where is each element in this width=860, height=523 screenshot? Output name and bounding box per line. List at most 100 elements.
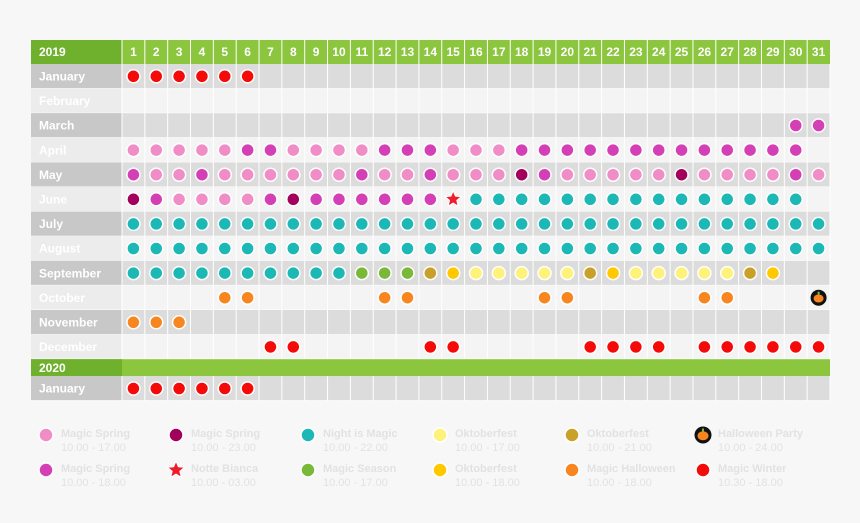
event-dot <box>491 167 507 182</box>
event-dot <box>742 142 758 158</box>
day-number: 30 <box>789 45 803 59</box>
event-dot <box>240 142 255 158</box>
month-label: May <box>39 168 63 182</box>
event-dot <box>491 142 507 158</box>
event-dot <box>240 167 255 182</box>
event-dot <box>308 167 324 182</box>
event-dot <box>628 167 644 182</box>
event-dot <box>697 241 712 256</box>
event-dot <box>240 192 255 207</box>
event-dot <box>377 290 392 305</box>
legend-name: Oktoberfest <box>455 463 517 475</box>
legend-time: 10.00 - 23.00 <box>191 442 256 454</box>
event-dot <box>765 167 781 182</box>
event-dot <box>432 462 448 478</box>
event-dot <box>468 167 484 182</box>
day-number: 19 <box>538 45 552 59</box>
event-dot <box>400 142 415 158</box>
event-dot <box>468 265 484 281</box>
event-dot <box>788 216 803 232</box>
legend-time: 10.00 - 24.00 <box>718 442 783 454</box>
month-row <box>31 88 830 114</box>
event-dot <box>149 315 164 330</box>
event-dot <box>400 290 415 305</box>
month-cell <box>31 88 122 114</box>
day-number: 13 <box>401 45 415 59</box>
legend-name: Oktoberfest <box>455 428 517 440</box>
year-header <box>31 359 830 377</box>
event-dot <box>674 241 689 256</box>
event-dot <box>126 192 141 207</box>
event-dot <box>765 192 781 207</box>
month-label: January <box>39 382 85 396</box>
month-label: February <box>39 94 91 108</box>
event-dot <box>697 142 712 158</box>
event-dot <box>719 216 735 232</box>
event-dot <box>697 192 712 207</box>
month-cell <box>31 162 122 187</box>
pumpkin-body <box>697 431 709 441</box>
event-dot <box>605 265 621 281</box>
month-label: June <box>39 192 67 206</box>
event-dot <box>628 265 644 281</box>
day-number: 26 <box>698 45 712 59</box>
event-dot <box>582 167 598 182</box>
event-dot <box>765 265 781 281</box>
day-number: 12 <box>378 45 392 59</box>
event-dot <box>300 462 316 478</box>
legend-time: 10.00 - 17.00 <box>61 442 126 454</box>
event-dot <box>651 339 666 355</box>
event-dot <box>423 167 438 182</box>
month-cell <box>31 236 122 261</box>
month-label: April <box>39 143 66 157</box>
event-dot <box>126 167 141 182</box>
event-dot <box>788 192 803 207</box>
event-dot <box>286 167 301 182</box>
event-dot <box>126 241 141 256</box>
month-label: September <box>39 266 101 280</box>
event-dot <box>742 241 758 256</box>
event-dot <box>217 265 233 281</box>
legend-time: 10.30 - 18.00 <box>718 477 783 489</box>
event-dot <box>674 167 689 182</box>
pumpkin-stem <box>817 291 820 295</box>
month-label: December <box>39 340 97 354</box>
event-dot <box>514 192 529 207</box>
event-dot <box>400 192 415 207</box>
event-dot <box>537 192 552 207</box>
event-dot <box>537 142 552 158</box>
event-dot <box>537 265 552 281</box>
event-dot <box>605 339 621 355</box>
event-dot <box>628 142 644 158</box>
event-dot <box>286 192 301 207</box>
event-dot <box>628 339 644 355</box>
event-dot <box>423 339 438 355</box>
event-dot <box>537 216 552 232</box>
event-dot <box>38 427 54 443</box>
event-dot <box>491 241 507 256</box>
month-cell <box>31 334 122 360</box>
event-dot <box>697 339 712 355</box>
event-dot <box>308 142 324 158</box>
event-dot <box>582 265 598 281</box>
event-dot <box>742 216 758 232</box>
event-dot <box>560 216 575 232</box>
event-dot <box>308 265 324 281</box>
event-dot <box>674 265 689 281</box>
event-dot <box>194 167 210 182</box>
event-dot <box>194 381 210 396</box>
event-dot <box>560 192 575 207</box>
event-dot <box>171 381 187 396</box>
legend-name: Magic Spring <box>61 463 130 475</box>
event-dot <box>582 241 598 256</box>
event-dot <box>126 142 141 158</box>
month-row <box>31 310 830 335</box>
event-dot <box>149 192 164 207</box>
event-dot <box>194 142 210 158</box>
event-dot <box>149 69 164 84</box>
event-dot <box>651 192 666 207</box>
event-dot <box>194 241 210 256</box>
event-dot <box>651 216 666 232</box>
day-number: 29 <box>766 45 780 59</box>
